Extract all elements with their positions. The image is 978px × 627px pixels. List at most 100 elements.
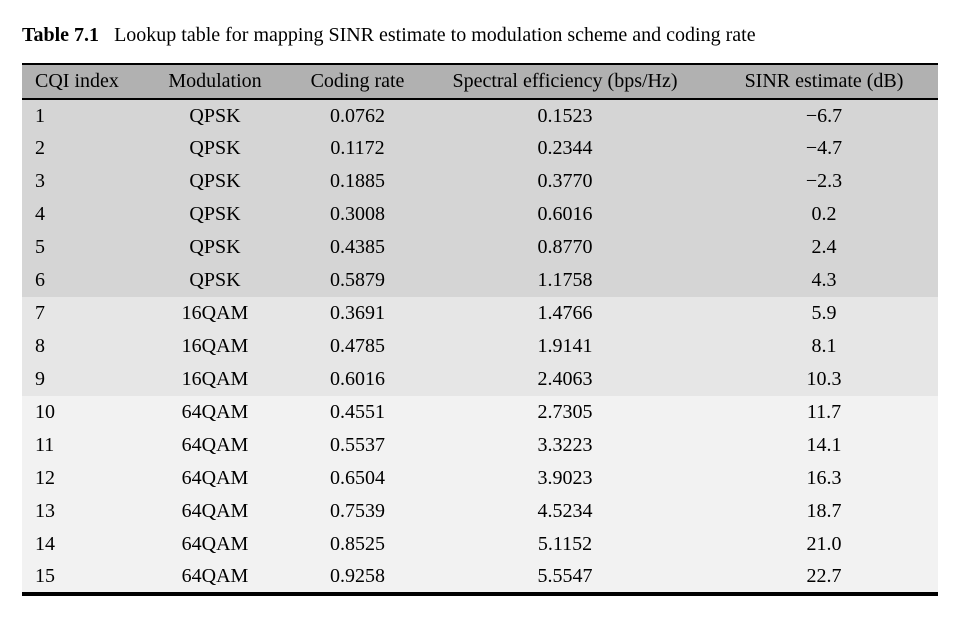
table-caption-text: Lookup table for mapping SINR estimate t… (114, 24, 756, 46)
table-row: 14 64QAM 0.8525 5.1152 21.0 (22, 528, 938, 561)
table-row: 1 QPSK 0.0762 0.1523 −6.7 (22, 99, 938, 132)
cell-modulation: QPSK (189, 137, 241, 159)
table-row: 12 64QAM 0.6504 3.9023 16.3 (22, 462, 938, 495)
cell-sinr: 0.2 (811, 203, 837, 225)
cell-spectral-efficiency: 1.1758 (537, 269, 593, 291)
table-row: 7 16QAM 0.3691 1.4766 5.9 (22, 297, 938, 330)
cell-coding-rate: 0.5537 (330, 434, 385, 456)
cell-modulation: 16QAM (181, 335, 249, 357)
cell-cqi: 2 (35, 137, 45, 159)
cell-spectral-efficiency: 0.6016 (537, 203, 593, 225)
cell-spectral-efficiency: 0.1523 (537, 104, 593, 127)
cqi-lookup-table: CQI index Modulation Coding rate Spectra… (22, 63, 938, 596)
cell-sinr: 18.7 (806, 500, 842, 522)
cell-cqi: 7 (35, 302, 45, 324)
table-header-row: CQI index Modulation Coding rate Spectra… (22, 64, 938, 99)
cell-sinr: −6.7 (805, 104, 843, 127)
cell-cqi: 13 (35, 500, 55, 522)
col-header-modulation: Modulation (168, 70, 262, 92)
cell-cqi: 12 (35, 467, 55, 489)
cell-spectral-efficiency: 3.9023 (537, 467, 593, 489)
cell-modulation: QPSK (189, 236, 241, 258)
cell-spectral-efficiency: 5.5547 (537, 565, 593, 587)
cell-sinr: 22.7 (806, 565, 842, 587)
cell-modulation: QPSK (189, 203, 241, 225)
cell-cqi: 14 (35, 533, 55, 555)
cell-spectral-efficiency: 2.7305 (537, 401, 593, 423)
col-header-cqi-index: CQI index (35, 70, 119, 92)
cell-spectral-efficiency: 0.2344 (537, 137, 593, 159)
cell-sinr: 10.3 (806, 368, 842, 390)
cell-coding-rate: 0.4785 (330, 335, 385, 357)
cell-cqi: 10 (35, 401, 55, 423)
table-row: 13 64QAM 0.7539 4.5234 18.7 (22, 495, 938, 528)
cell-modulation: 16QAM (181, 302, 249, 324)
cell-coding-rate: 0.6504 (330, 467, 385, 489)
cell-modulation: 16QAM (181, 368, 249, 390)
cell-spectral-efficiency: 4.5234 (537, 500, 593, 522)
cell-spectral-efficiency: 1.4766 (537, 302, 593, 324)
cell-modulation: 64QAM (181, 533, 249, 555)
table-row: 4 QPSK 0.3008 0.6016 0.2 (22, 198, 938, 231)
cell-coding-rate: 0.9258 (330, 565, 385, 587)
table-row: 8 16QAM 0.4785 1.9141 8.1 (22, 330, 938, 363)
cell-cqi: 4 (35, 203, 45, 225)
col-header-spectral-efficiency: Spectral efficiency (bps/Hz) (452, 70, 678, 92)
cell-sinr: 21.0 (806, 533, 842, 555)
cell-coding-rate: 0.1172 (330, 137, 385, 159)
cell-spectral-efficiency: 0.3770 (537, 170, 593, 192)
cell-modulation: 64QAM (181, 434, 249, 456)
cell-spectral-efficiency: 5.1152 (537, 533, 593, 555)
cell-modulation: QPSK (189, 170, 241, 192)
table-row: 5 QPSK 0.4385 0.8770 2.4 (22, 231, 938, 264)
cell-cqi: 11 (35, 434, 55, 456)
cell-sinr: −2.3 (805, 170, 843, 192)
table-row: 9 16QAM 0.6016 2.4063 10.3 (22, 363, 938, 396)
cell-sinr: 2.4 (811, 236, 837, 258)
col-header-sinr-estimate: SINR estimate (dB) (744, 70, 904, 92)
cell-coding-rate: 0.3008 (330, 203, 385, 225)
cell-cqi: 9 (35, 368, 45, 390)
table-caption-label: Table 7.1 (22, 24, 100, 46)
table-row: 10 64QAM 0.4551 2.7305 11.7 (22, 396, 938, 429)
col-header-coding-rate: Coding rate (310, 70, 405, 92)
cell-sinr: 16.3 (806, 467, 842, 489)
cell-modulation: 64QAM (181, 401, 249, 423)
cell-coding-rate: 0.0762 (330, 104, 385, 127)
table-row: 3 QPSK 0.1885 0.3770 −2.3 (22, 165, 938, 198)
cell-cqi: 5 (35, 236, 45, 258)
cell-cqi: 8 (35, 335, 45, 357)
cell-coding-rate: 0.7539 (330, 500, 385, 522)
cell-modulation: 64QAM (181, 467, 249, 489)
cell-modulation: QPSK (189, 104, 241, 127)
cell-sinr: 14.1 (806, 434, 842, 456)
table-caption: Table 7.1 Lookup table for mapping SINR e… (22, 24, 756, 47)
cell-spectral-efficiency: 3.3223 (537, 434, 593, 456)
cell-coding-rate: 0.1885 (330, 170, 385, 192)
cell-coding-rate: 0.8525 (330, 533, 385, 555)
cell-spectral-efficiency: 2.4063 (537, 368, 593, 390)
table-body: 1 QPSK 0.0762 0.1523 −6.7 2 QPSK 0.1172 0.2344 −4… (22, 99, 938, 594)
table-row: 11 64QAM 0.5537 3.3223 14.1 (22, 429, 938, 462)
cell-cqi: 15 (35, 565, 55, 587)
cell-sinr: −4.7 (805, 137, 843, 159)
cell-cqi: 6 (35, 269, 45, 291)
cell-cqi: 1 (35, 104, 45, 127)
cell-coding-rate: 0.6016 (330, 368, 385, 390)
table-row: 2 QPSK 0.1172 0.2344 −4.7 (22, 132, 938, 165)
table-row: 6 QPSK 0.5879 1.1758 4.3 (22, 264, 938, 297)
cell-coding-rate: 0.4551 (330, 401, 385, 423)
cell-spectral-efficiency: 1.9141 (537, 335, 593, 357)
cell-sinr: 4.3 (811, 269, 837, 291)
cell-spectral-efficiency: 0.8770 (537, 236, 593, 258)
cell-cqi: 3 (35, 170, 45, 192)
table-row: 15 64QAM 0.9258 5.5547 22.7 (22, 561, 938, 594)
cell-modulation: 64QAM (181, 565, 249, 587)
cell-coding-rate: 0.5879 (330, 269, 385, 291)
cell-coding-rate: 0.3691 (330, 302, 385, 324)
cell-modulation: 64QAM (181, 500, 249, 522)
cell-coding-rate: 0.4385 (330, 236, 385, 258)
cell-sinr: 8.1 (811, 335, 837, 357)
cell-sinr: 5.9 (811, 302, 837, 324)
